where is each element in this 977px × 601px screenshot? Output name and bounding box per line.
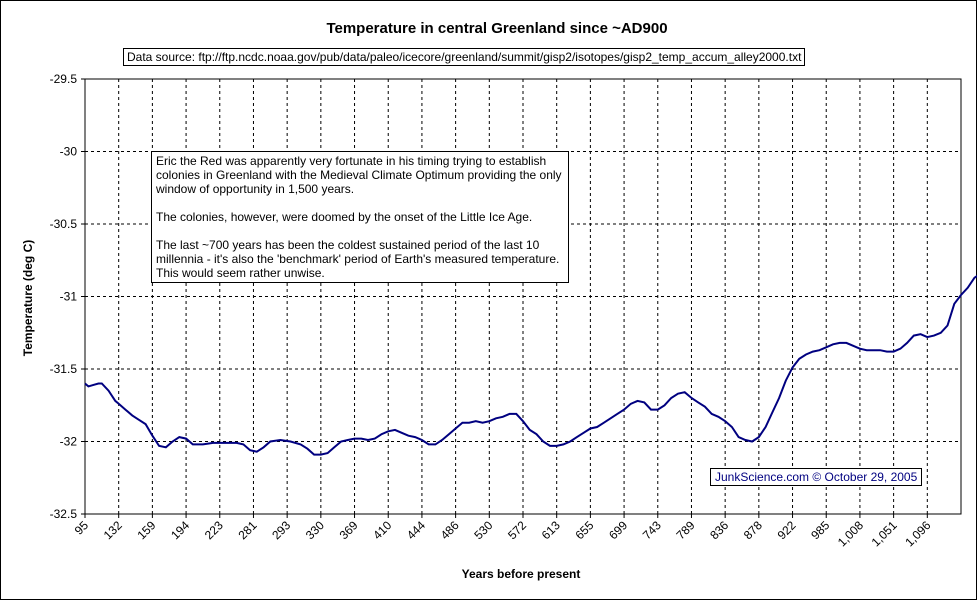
x-tick-label-16: 699 bbox=[606, 518, 630, 542]
y-tick-label-1: -30 bbox=[60, 145, 78, 159]
credit-text: JunkScience.com © October 29, 2005 bbox=[715, 470, 918, 484]
x-tick-label-3: 194 bbox=[168, 518, 192, 542]
x-tick-label-12: 530 bbox=[471, 518, 495, 542]
grid-layer bbox=[85, 78, 961, 515]
x-tick-label-14: 613 bbox=[539, 518, 563, 542]
x-tick-label-25: 1,096 bbox=[902, 518, 933, 549]
x-tick-label-15: 655 bbox=[572, 518, 596, 542]
x-tick-label-1: 132 bbox=[101, 518, 125, 542]
x-tick-label-7: 330 bbox=[303, 518, 327, 542]
x-tick-label-4: 223 bbox=[202, 518, 226, 542]
annotation-paragraph-2: The colonies, however, were doomed by th… bbox=[156, 210, 533, 224]
x-tick-label-23: 1,008 bbox=[835, 518, 866, 549]
x-tick-label-2: 159 bbox=[134, 518, 158, 542]
y-tick-label-4: -31.5 bbox=[50, 362, 78, 376]
chart-title: Temperature in central Greenland since ~… bbox=[326, 20, 667, 37]
x-tick-label-17: 743 bbox=[640, 518, 664, 542]
x-tick-label-9: 410 bbox=[370, 518, 394, 542]
annotation-box: Eric the Red was apparently very fortuna… bbox=[151, 151, 569, 283]
x-tick-label-24: 1,051 bbox=[869, 518, 900, 549]
x-tick-label-22: 985 bbox=[808, 518, 832, 542]
x-tick-label-21: 922 bbox=[775, 518, 799, 542]
y-tick-label-5: -32 bbox=[60, 435, 78, 449]
data-source-text: Data source: ftp://ftp.ncdc.noaa.gov/pub… bbox=[127, 50, 802, 64]
data-source-box: Data source: ftp://ftp.ncdc.noaa.gov/pub… bbox=[123, 48, 806, 66]
x-tick-label-18: 789 bbox=[674, 518, 698, 542]
x-axis-label: Years before present bbox=[462, 567, 581, 581]
x-tick-label-13: 572 bbox=[505, 518, 529, 542]
x-tick-label-6: 293 bbox=[269, 518, 293, 542]
x-tick-label-20: 878 bbox=[741, 518, 765, 542]
y-axis-label: Temperature (deg C) bbox=[21, 240, 35, 356]
y-tick-label-0: -29.5 bbox=[50, 72, 78, 86]
annotation-paragraph-1: Eric the Red was apparently very fortuna… bbox=[156, 154, 562, 196]
temperature-series-line bbox=[84, 274, 977, 456]
y-tick-label-2: -30.5 bbox=[50, 217, 78, 231]
x-tick-label-8: 369 bbox=[337, 518, 361, 542]
x-axis-ticks: 95 132 159 194 223 281 293 330 369 410 444 486 530 57… bbox=[72, 514, 934, 549]
annotation-paragraph-3: The last ~700 years has been the coldest… bbox=[156, 238, 560, 280]
credit-box: JunkScience.com © October 29, 2005 bbox=[710, 468, 923, 486]
y-axis-ticks: -29.5 -30 -30.5 -31 -31.5 -32 -32.5 bbox=[50, 72, 85, 521]
y-tick-label-3: -31 bbox=[60, 290, 78, 304]
x-tick-label-11: 486 bbox=[438, 518, 462, 542]
x-tick-label-19: 836 bbox=[707, 518, 731, 542]
x-tick-label-10: 444 bbox=[404, 518, 428, 542]
x-tick-label-5: 281 bbox=[236, 518, 260, 542]
y-tick-label-6: -32.5 bbox=[50, 507, 78, 521]
